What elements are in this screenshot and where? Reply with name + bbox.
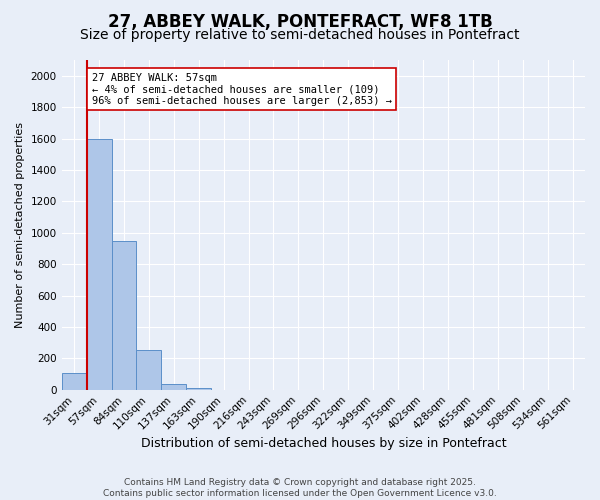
- Text: Size of property relative to semi-detached houses in Pontefract: Size of property relative to semi-detach…: [80, 28, 520, 42]
- Bar: [112, 240, 136, 390]
- Bar: [161, 384, 186, 390]
- Bar: [136, 350, 161, 390]
- Y-axis label: Number of semi-detached properties: Number of semi-detached properties: [15, 122, 25, 328]
- Bar: [186, 388, 211, 390]
- Text: 27 ABBEY WALK: 57sqm
← 4% of semi-detached houses are smaller (109)
96% of semi-: 27 ABBEY WALK: 57sqm ← 4% of semi-detach…: [92, 72, 392, 106]
- Text: Contains HM Land Registry data © Crown copyright and database right 2025.
Contai: Contains HM Land Registry data © Crown c…: [103, 478, 497, 498]
- Bar: [62, 372, 86, 390]
- Text: 27, ABBEY WALK, PONTEFRACT, WF8 1TB: 27, ABBEY WALK, PONTEFRACT, WF8 1TB: [107, 12, 493, 30]
- Bar: [86, 138, 112, 390]
- X-axis label: Distribution of semi-detached houses by size in Pontefract: Distribution of semi-detached houses by …: [140, 437, 506, 450]
